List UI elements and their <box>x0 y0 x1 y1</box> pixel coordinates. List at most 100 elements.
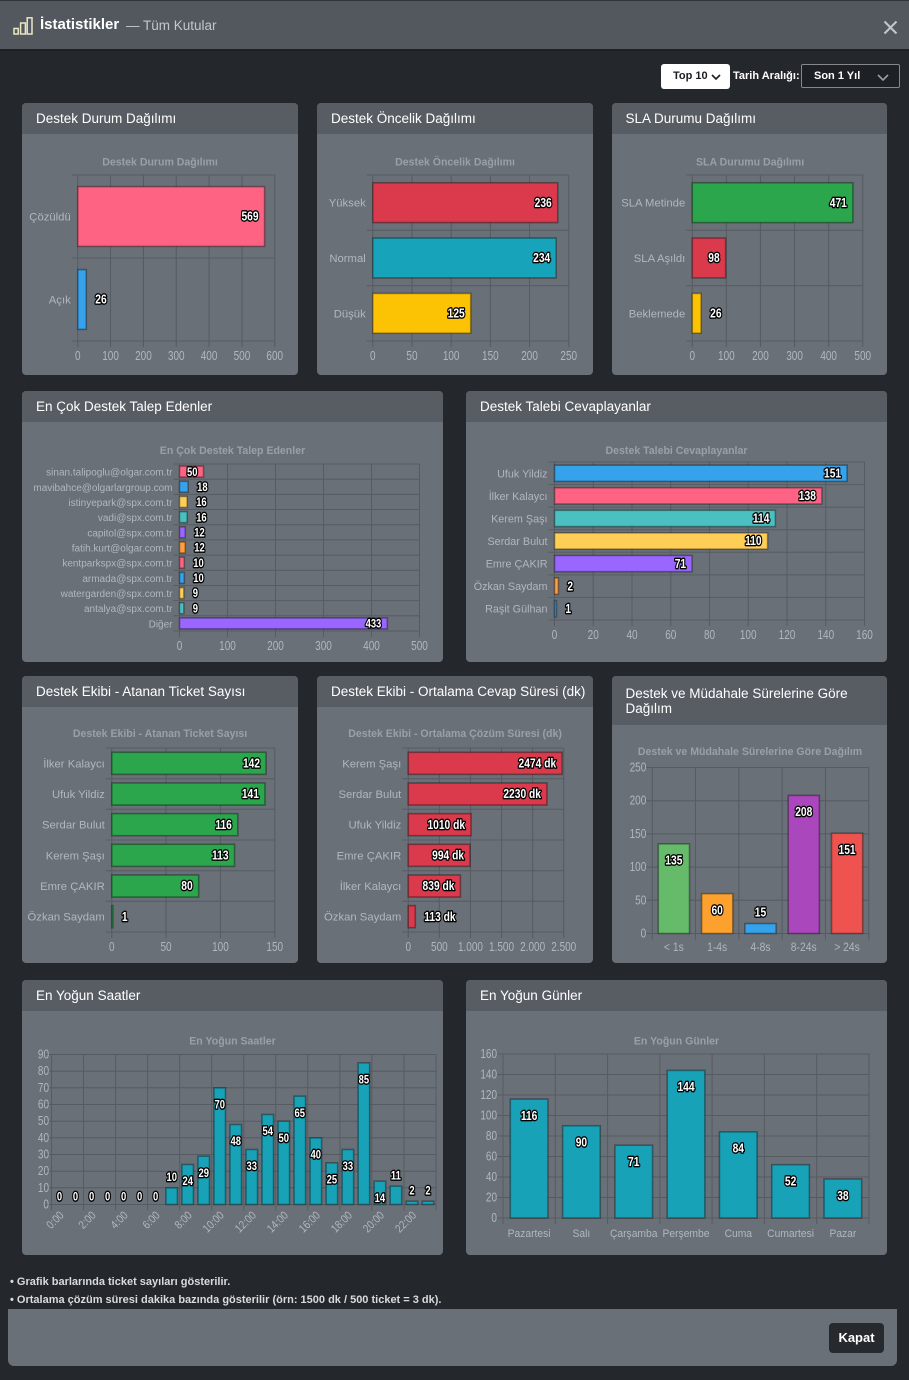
svg-text:Diğer: Diğer <box>149 619 174 630</box>
svg-text:Kerem Şaşı: Kerem Şaşı <box>342 758 401 770</box>
svg-text:151: 151 <box>838 844 856 857</box>
svg-text:Yüksek: Yüksek <box>329 198 366 210</box>
svg-text:151: 151 <box>824 468 842 481</box>
svg-text:Perşembe: Perşembe <box>663 1228 710 1240</box>
svg-text:10:00: 10:00 <box>201 1209 227 1235</box>
svg-text:48: 48 <box>230 1135 241 1148</box>
svg-text:Cumartesi: Cumartesi <box>767 1228 814 1240</box>
svg-text:2: 2 <box>567 580 573 593</box>
svg-text:0: 0 <box>105 1191 110 1204</box>
svg-text:2:00: 2:00 <box>76 1209 99 1232</box>
svg-text:Düşük: Düşük <box>334 308 366 320</box>
svg-text:10: 10 <box>38 1182 49 1195</box>
svg-text:1: 1 <box>122 911 128 924</box>
svg-text:watergarden@spx.com.tr: watergarden@spx.com.tr <box>60 589 174 600</box>
svg-text:20: 20 <box>38 1165 49 1178</box>
svg-text:Çarşamba: Çarşamba <box>610 1228 658 1240</box>
svg-text:Açık: Açık <box>49 295 71 307</box>
svg-text:100: 100 <box>740 629 757 642</box>
svg-text:26: 26 <box>95 294 106 307</box>
svg-text:113 dk: 113 dk <box>424 911 456 924</box>
svg-text:Destek Durum Dağılımı: Destek Durum Dağılımı <box>102 156 218 168</box>
svg-text:En Yoğun Günler: En Yoğun Günler <box>634 1035 720 1047</box>
svg-text:40: 40 <box>38 1132 49 1145</box>
svg-text:234: 234 <box>533 252 551 265</box>
svg-text:1: 1 <box>565 603 571 616</box>
svg-text:Destek Ekibi - Atanan Ticket S: Destek Ekibi - Atanan Ticket Sayısı <box>73 728 247 740</box>
svg-text:994 dk: 994 dk <box>432 850 464 863</box>
svg-text:İlker Kalaycı: İlker Kalaycı <box>489 490 548 503</box>
svg-text:471: 471 <box>829 197 847 210</box>
svg-text:capitol@spx.com.tr: capitol@spx.com.tr <box>87 528 173 539</box>
svg-text:20:00: 20:00 <box>361 1209 387 1235</box>
svg-text:0: 0 <box>75 350 81 363</box>
svg-text:100: 100 <box>629 861 646 874</box>
svg-text:33: 33 <box>247 1160 258 1173</box>
svg-text:208: 208 <box>795 806 812 819</box>
svg-text:Destek Ekibi - Ortalama Çözüm: Destek Ekibi - Ortalama Çözüm Süresi (dk… <box>348 728 562 740</box>
svg-text:100: 100 <box>718 350 735 363</box>
svg-text:0: 0 <box>177 640 183 653</box>
svg-text:2: 2 <box>425 1185 430 1198</box>
svg-text:25: 25 <box>327 1174 338 1187</box>
svg-text:10: 10 <box>166 1171 177 1184</box>
svg-text:300: 300 <box>168 350 185 363</box>
svg-text:33: 33 <box>343 1160 354 1173</box>
svg-text:120: 120 <box>480 1089 497 1102</box>
svg-text:En Yoğun Saatler: En Yoğun Saatler <box>189 1035 276 1047</box>
svg-text:0:00: 0:00 <box>44 1209 67 1232</box>
svg-text:160: 160 <box>480 1048 497 1061</box>
svg-text:100: 100 <box>102 350 119 363</box>
svg-text:250: 250 <box>629 762 646 775</box>
svg-text:236: 236 <box>535 197 552 210</box>
svg-text:500: 500 <box>234 350 251 363</box>
svg-text:20: 20 <box>486 1192 497 1205</box>
svg-text:113: 113 <box>212 850 229 863</box>
svg-text:433: 433 <box>366 618 382 631</box>
svg-text:antalya@spx.com.tr: antalya@spx.com.tr <box>84 604 173 615</box>
svg-text:2474 dk: 2474 dk <box>519 758 557 771</box>
svg-text:116: 116 <box>215 819 232 832</box>
svg-text:40: 40 <box>311 1149 322 1162</box>
svg-text:71: 71 <box>675 558 687 571</box>
svg-text:0: 0 <box>137 1191 142 1204</box>
svg-text:Raşit Gülhan: Raşit Gülhan <box>485 604 547 616</box>
svg-text:200: 200 <box>135 350 152 363</box>
svg-text:90: 90 <box>576 1137 587 1150</box>
svg-text:< 1s: < 1s <box>663 942 683 955</box>
svg-text:200: 200 <box>629 795 646 808</box>
svg-text:Kerem Şaşı: Kerem Şaşı <box>46 850 105 862</box>
svg-text:400: 400 <box>820 350 837 363</box>
svg-text:54: 54 <box>263 1125 274 1138</box>
svg-text:Emre ÇAKIR: Emre ÇAKIR <box>40 881 105 893</box>
svg-text:9: 9 <box>193 603 198 616</box>
svg-text:Beklemede: Beklemede <box>628 308 685 320</box>
svg-text:Özkan Saydam: Özkan Saydam <box>474 581 548 593</box>
svg-text:38: 38 <box>837 1190 848 1203</box>
svg-text:20: 20 <box>588 629 599 642</box>
svg-text:0: 0 <box>153 1191 158 1204</box>
svg-text:1-4s: 1-4s <box>707 942 728 955</box>
svg-text:30: 30 <box>38 1149 49 1162</box>
svg-text:250: 250 <box>560 350 577 363</box>
svg-text:0: 0 <box>89 1191 94 1204</box>
svg-text:Emre ÇAKIR: Emre ÇAKIR <box>486 559 548 571</box>
svg-text:Cuma: Cuma <box>725 1228 752 1240</box>
svg-text:400: 400 <box>363 640 380 653</box>
svg-text:Destek Öncelik Dağılımı: Destek Öncelik Dağılımı <box>395 155 515 169</box>
svg-text:50: 50 <box>635 894 646 907</box>
svg-text:8:00: 8:00 <box>172 1209 195 1232</box>
svg-text:80: 80 <box>704 629 715 642</box>
svg-text:2230 dk: 2230 dk <box>503 788 541 801</box>
svg-text:125: 125 <box>448 308 466 321</box>
svg-text:120: 120 <box>779 629 796 642</box>
svg-text:100: 100 <box>443 350 460 363</box>
svg-text:4-8s: 4-8s <box>750 942 771 955</box>
svg-text:500: 500 <box>854 350 871 363</box>
svg-text:600: 600 <box>266 350 283 363</box>
svg-text:50: 50 <box>406 350 417 363</box>
svg-text:65: 65 <box>295 1107 306 1120</box>
svg-text:0: 0 <box>640 928 646 941</box>
svg-text:839 dk: 839 dk <box>423 880 455 893</box>
svg-text:100: 100 <box>480 1110 497 1123</box>
